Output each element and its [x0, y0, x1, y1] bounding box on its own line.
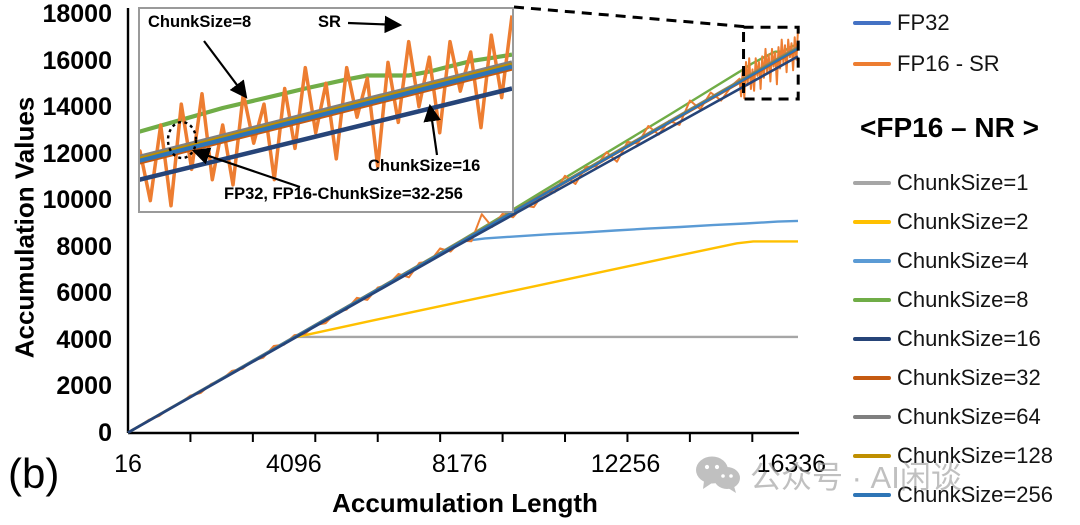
inset-annotation-arrow	[347, 15, 403, 34]
legend-swatch-chunksize-64	[853, 415, 891, 419]
legend-item-chunksize-16: ChunkSize=16	[853, 326, 1041, 352]
zoom-inset-plot	[140, 15, 512, 208]
main-chart	[126, 5, 800, 442]
y-tick-label: 2000	[56, 372, 112, 401]
y-tick-label: 16000	[42, 46, 112, 75]
x-tick-label: 8176	[431, 450, 488, 478]
inset-label-chunksize-16: ChunkSize=16	[368, 157, 481, 175]
inset-label-sr: SR	[318, 13, 341, 31]
inset-annotation-arrow	[423, 103, 441, 156]
legend-swatch-chunksize-2	[853, 220, 891, 224]
legend-swatch-chunksize-1	[853, 181, 891, 185]
legend-label: ChunkSize=8	[897, 287, 1029, 312]
inset-label-chunksize-8: ChunkSize=8	[148, 13, 252, 31]
y-tick-label: 4000	[56, 325, 112, 354]
series-chunksize-1	[127, 335, 798, 434]
legend-swatch-chunksize-32	[853, 376, 891, 380]
legend-label: FP16 - SR	[897, 51, 1000, 76]
x-tick-label: 4096	[266, 450, 322, 478]
legend-label: ChunkSize=32	[897, 365, 1041, 390]
legend-swatch-chunksize-128	[853, 454, 891, 458]
legend-item-chunksize-1: ChunkSize=1	[853, 170, 1028, 196]
y-tick-label: 6000	[56, 279, 112, 308]
legend-swatch-fp32	[853, 21, 891, 25]
legend-swatch-fp16-sr	[853, 62, 891, 66]
y-tick-label: 10000	[42, 186, 112, 215]
zoom-connector-line	[513, 5, 750, 29]
legend-item-chunksize-64: ChunkSize=64	[853, 404, 1041, 430]
legend-label: ChunkSize=16	[897, 326, 1041, 351]
legend-item-fp16-sr: FP16 - SR	[853, 51, 1000, 77]
legend-item-fp32: FP32	[853, 10, 950, 36]
legend-item-chunksize-2: ChunkSize=2	[853, 209, 1028, 235]
legend-label: ChunkSize=4	[897, 248, 1029, 273]
legend-label: ChunkSize=256	[897, 482, 1053, 507]
x-axis-title: Accumulation Length	[332, 488, 598, 518]
y-tick-label: 18000	[42, 0, 112, 28]
inset-annotation-arrow	[191, 147, 301, 189]
y-tick-label: 8000	[56, 232, 112, 261]
inset-label-fp32-cluster: FP32, FP16-ChunkSize=32-256	[224, 185, 463, 203]
x-tick-label: 12256	[590, 450, 661, 478]
y-tick-label: 14000	[42, 93, 112, 122]
zoom-inset: ChunkSize=8 SR ChunkSize=16 FP32, FP16-Chun…	[138, 7, 514, 213]
legend-label: ChunkSize=128	[897, 443, 1053, 468]
legend-label: ChunkSize=1	[897, 170, 1029, 195]
inset-dotted-ellipse	[166, 120, 198, 160]
inset-annotation-arrow	[203, 40, 248, 99]
series-chunksize-16	[127, 55, 799, 434]
legend-label: FP32	[897, 10, 950, 35]
legend-item-chunksize-256: ChunkSize=256	[853, 482, 1053, 508]
x-tick-label: 16336	[756, 450, 827, 478]
legend-swatch-chunksize-16	[853, 337, 891, 341]
legend-item-chunksize-128: ChunkSize=128	[853, 443, 1053, 469]
y-tick-label: 12000	[42, 139, 112, 168]
legend-label: ChunkSize=64	[897, 404, 1041, 429]
legend-group-header: <FP16 – NR >	[860, 112, 1039, 143]
y-tick-label: 0	[98, 419, 112, 447]
figure-panel-label: (b)	[8, 450, 60, 497]
legend-label: ChunkSize=2	[897, 209, 1029, 234]
legend-swatch-chunksize-8	[853, 298, 891, 302]
inset-series-fp16-sr	[140, 15, 512, 208]
series-chunksize-4	[127, 219, 799, 434]
zoom-source-rect	[742, 25, 800, 101]
x-tick-label: 16	[114, 450, 142, 478]
legend-swatch-chunksize-256	[853, 493, 891, 497]
legend-item-chunksize-32: ChunkSize=32	[853, 365, 1041, 391]
legend-swatch-chunksize-4	[853, 259, 891, 263]
legend-item-chunksize-8: ChunkSize=8	[853, 287, 1028, 313]
legend-item-chunksize-4: ChunkSize=4	[853, 248, 1028, 274]
series-chunksize-2	[127, 240, 798, 434]
